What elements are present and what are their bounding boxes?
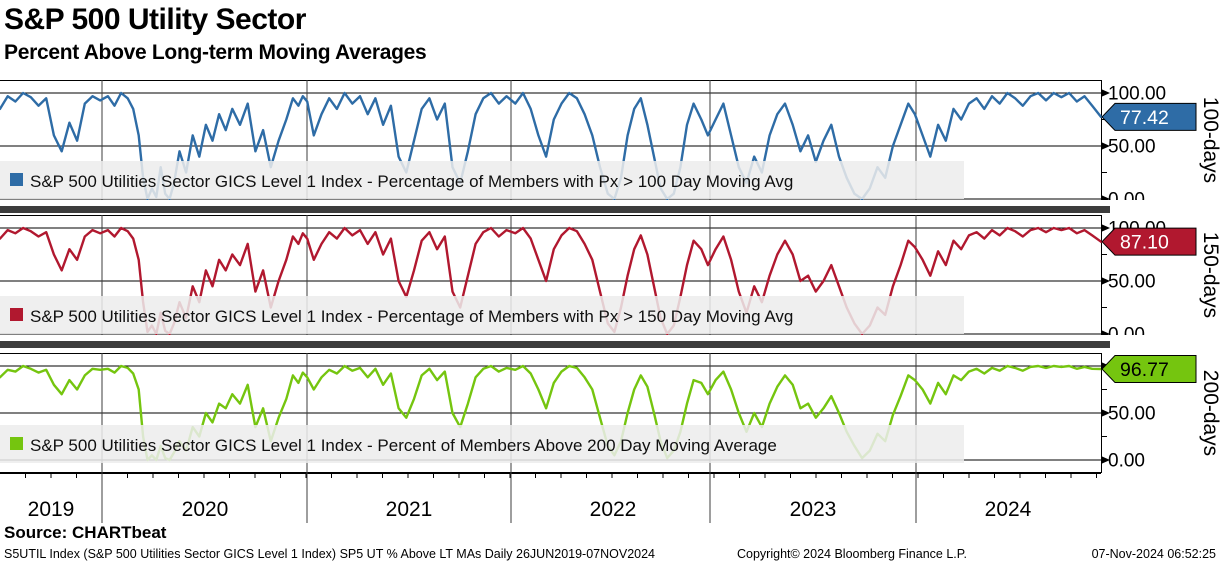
- chart-subtitle: Percent Above Long-term Moving Averages: [4, 41, 427, 64]
- axis-arrow-icon: [1101, 456, 1110, 464]
- axis-arrow-icon: [1101, 89, 1110, 97]
- source-label: Source: CHARTbeat: [4, 523, 167, 542]
- x-axis-plot: 2019 2020 2021 2022 2023 2024: [0, 473, 1101, 523]
- legend-swatch-icon: [10, 308, 23, 321]
- chart-header: S&P 500 Utility Sector Percent Above Lon…: [4, 0, 427, 66]
- footer-ticker-info: S5UTIL Index (S&P 500 Utilities Sector G…: [4, 547, 656, 561]
- panel-side-label: 150-days: [1199, 232, 1222, 318]
- last-value-text: 77.42: [1120, 107, 1169, 129]
- y-tick-label: 0.00: [1108, 325, 1145, 336]
- panel-100-days: S&P 500 Utilities Sector GICS Level 1 In…: [0, 80, 1224, 211]
- last-value-text: 96.77: [1120, 359, 1169, 381]
- legend-strip: [0, 296, 964, 334]
- axis-arrow-icon: [1101, 224, 1110, 232]
- last-value-tag: [1101, 102, 1197, 131]
- panel-separator-1: [0, 206, 1110, 213]
- year-label-2020: 2020: [182, 498, 229, 521]
- last-value-tag: [1101, 227, 1197, 256]
- year-label-2019: 2019: [28, 498, 75, 521]
- legend-label: S&P 500 Utilities Sector GICS Level 1 In…: [30, 172, 793, 191]
- panel-plot: S&P 500 Utilities Sector GICS Level 1 In…: [0, 80, 1222, 211]
- axis-arrow-icon: [1101, 142, 1110, 150]
- axis-arrow-icon: [1101, 409, 1110, 417]
- panel-plot: S&P 500 Utilities Sector GICS Level 1 In…: [0, 353, 1222, 473]
- panel-separator-2: [0, 341, 1110, 348]
- last-value-tag: [1101, 355, 1197, 384]
- y-tick-label: 0.00: [1108, 190, 1145, 201]
- legend-label: S&P 500 Utilities Sector GICS Level 1 In…: [30, 436, 777, 455]
- panel-plot: S&P 500 Utilities Sector GICS Level 1 In…: [0, 215, 1222, 346]
- panel-side-label: 200-days: [1199, 370, 1222, 456]
- y-tick-label: 50.00: [1108, 272, 1156, 293]
- legend-strip: [0, 425, 964, 463]
- legend-swatch-icon: [10, 437, 23, 450]
- legend-swatch-icon: [10, 173, 23, 186]
- year-label-2023: 2023: [790, 498, 837, 521]
- year-label-2021: 2021: [386, 498, 433, 521]
- last-value-text: 87.10: [1120, 232, 1169, 254]
- legend-strip: [0, 161, 964, 199]
- y-tick-label: 0.00: [1108, 451, 1145, 472]
- footer-timestamp: 07-Nov-2024 06:52:25: [1091, 547, 1216, 561]
- chart-title: S&P 500 Utility Sector: [4, 3, 306, 36]
- x-axis-band: 2019 2020 2021 2022 2023 2024: [0, 473, 1224, 525]
- panel-side-label: 100-days: [1199, 97, 1222, 183]
- y-tick-label: 100.00: [1108, 84, 1166, 105]
- year-label-2022: 2022: [590, 498, 637, 521]
- footer-copyright: Copyright© 2024 Bloomberg Finance L.P.: [737, 547, 967, 561]
- y-tick-label: 50.00: [1108, 404, 1156, 425]
- panel-200-days: S&P 500 Utilities Sector GICS Level 1 In…: [0, 353, 1224, 473]
- year-label-2024: 2024: [985, 498, 1032, 521]
- legend-label: S&P 500 Utilities Sector GICS Level 1 In…: [30, 307, 793, 326]
- axis-arrow-icon: [1101, 277, 1110, 285]
- panel-150-days: S&P 500 Utilities Sector GICS Level 1 In…: [0, 215, 1224, 346]
- y-tick-label: 50.00: [1108, 137, 1156, 158]
